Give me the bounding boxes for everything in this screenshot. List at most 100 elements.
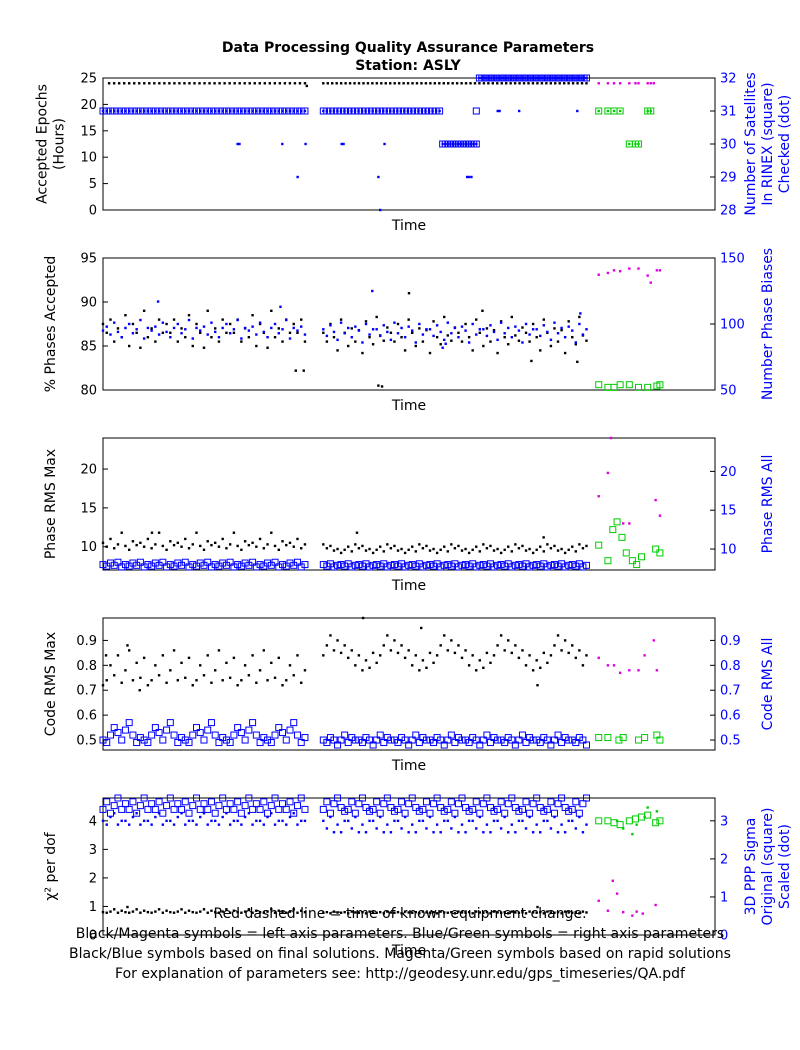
- data-dot: [273, 82, 277, 85]
- data-dot: [444, 342, 447, 345]
- data-dot: [643, 654, 646, 657]
- data-dot: [266, 336, 269, 339]
- data-square: [433, 734, 441, 742]
- data-dot: [262, 547, 266, 550]
- data-dot: [597, 899, 600, 902]
- data-square: [144, 739, 152, 747]
- data-square: [337, 804, 345, 812]
- data-dot: [329, 322, 332, 326]
- data-dot: [210, 543, 213, 547]
- data-dot: [109, 910, 112, 913]
- data-dot: [507, 343, 510, 346]
- data-dot: [549, 547, 553, 550]
- data-dot: [646, 806, 649, 809]
- data-square: [554, 731, 562, 739]
- data-dot: [534, 76, 537, 80]
- data-dot: [517, 329, 521, 332]
- data-dot: [109, 537, 112, 541]
- data-dot: [612, 82, 616, 85]
- data-dot: [124, 544, 127, 548]
- data-dot: [232, 656, 236, 660]
- data-dot: [450, 827, 453, 830]
- data-dot: [496, 338, 499, 342]
- data-square: [249, 719, 257, 727]
- data-dot: [389, 109, 392, 113]
- data-dot: [475, 827, 478, 830]
- data-dot: [432, 334, 435, 338]
- data-square: [579, 800, 587, 808]
- data-dot: [546, 330, 549, 334]
- data-square: [633, 561, 641, 569]
- data-dot: [368, 819, 371, 823]
- data-dot: [329, 634, 332, 637]
- data-dot: [429, 82, 432, 85]
- data-dot: [539, 349, 542, 352]
- data-square: [415, 807, 423, 815]
- data-square: [504, 800, 512, 808]
- data-dot: [332, 910, 336, 913]
- data-dot: [354, 325, 357, 328]
- data-dot: [578, 543, 581, 546]
- data-dot: [357, 831, 361, 834]
- data-dot: [473, 82, 477, 85]
- data-dot: [597, 495, 600, 498]
- data-dot: [371, 109, 374, 113]
- plot-frame: [102, 257, 716, 391]
- data-dot: [353, 82, 356, 85]
- left-axis-label: χ² per dof: [43, 831, 59, 900]
- data-dot: [597, 82, 600, 85]
- right-tick-label: 0: [720, 929, 728, 944]
- footnote-explanation-link[interactable]: For explanation of parameters see: http:…: [115, 966, 685, 982]
- data-square: [290, 719, 298, 727]
- data-dot: [361, 823, 364, 826]
- data-dot: [154, 109, 157, 113]
- data-dot: [251, 109, 254, 113]
- data-square: [547, 798, 555, 806]
- data-dot: [165, 330, 168, 334]
- data-dot: [157, 333, 161, 336]
- data-square: [508, 563, 516, 571]
- data-dot: [187, 909, 191, 912]
- data-dot: [536, 82, 539, 85]
- data-dot: [258, 321, 262, 324]
- data-dot: [161, 823, 165, 826]
- data-square: [536, 804, 544, 812]
- data-dot: [407, 911, 410, 914]
- data-square: [99, 805, 107, 813]
- data-square: [476, 561, 484, 569]
- data-dot: [210, 321, 213, 324]
- data-dot: [482, 831, 485, 834]
- data-dot: [585, 339, 588, 342]
- data-square: [447, 562, 455, 570]
- data-dot: [435, 336, 439, 339]
- data-square: [380, 739, 388, 747]
- data-dot: [549, 344, 553, 348]
- data-dot: [273, 544, 277, 548]
- data-dot: [510, 823, 513, 826]
- data-square: [508, 736, 516, 744]
- data-square: [515, 807, 523, 815]
- data-dot: [288, 664, 292, 667]
- data-dot: [382, 324, 385, 327]
- data-dot: [180, 332, 183, 335]
- data-dot: [168, 82, 171, 85]
- data-square: [189, 561, 197, 569]
- data-dot: [496, 911, 499, 914]
- data-square: [275, 563, 283, 571]
- data-dot: [184, 911, 187, 914]
- data-dot: [154, 664, 157, 667]
- data-square: [497, 798, 505, 806]
- data-dot: [142, 109, 146, 113]
- right-tick-label: 20: [720, 465, 737, 480]
- data-dot: [450, 332, 453, 335]
- data-dot: [563, 351, 567, 355]
- data-square: [540, 807, 548, 815]
- data-square: [479, 561, 487, 569]
- data-dot: [266, 543, 269, 546]
- data-square: [196, 805, 204, 813]
- data-dot: [202, 812, 206, 815]
- data-dot: [148, 82, 151, 85]
- data-dot: [499, 320, 503, 323]
- data-dot: [563, 910, 567, 913]
- data-dot: [146, 819, 150, 823]
